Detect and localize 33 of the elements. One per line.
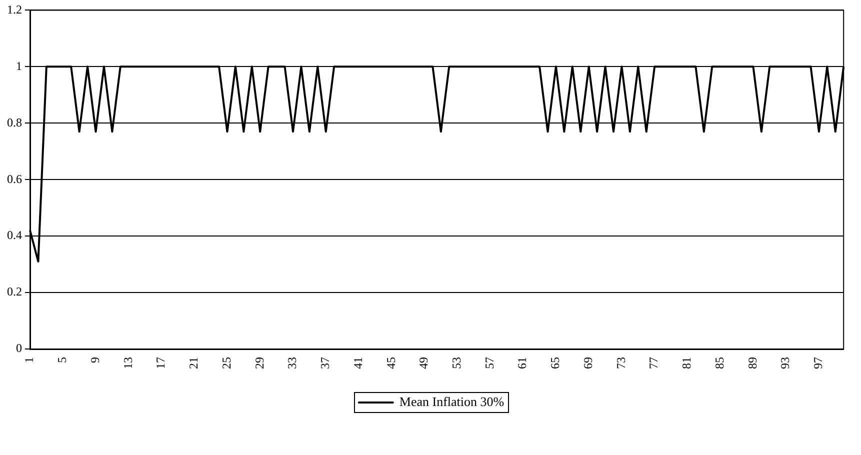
x-tick-label: 93 — [778, 357, 792, 369]
x-tick-label: 25 — [219, 357, 234, 369]
x-tick-label: 53 — [450, 357, 464, 369]
legend-label: Mean Inflation 30% — [399, 394, 504, 409]
x-tick-label: 9 — [88, 357, 102, 363]
x-tick-label: 29 — [252, 357, 266, 369]
x-tick-label: 65 — [548, 357, 562, 369]
y-tick-label: 1 — [16, 58, 22, 73]
x-tick-label: 13 — [120, 357, 135, 369]
x-tick-label: 45 — [384, 357, 398, 369]
x-tick-label: 41 — [350, 357, 365, 369]
x-tick-label: 77 — [646, 357, 661, 369]
y-tick-label: 0.8 — [7, 115, 22, 130]
x-tick-label: 89 — [745, 357, 760, 369]
x-tick-label: 69 — [580, 357, 595, 369]
x-tick-label: 37 — [318, 357, 332, 369]
x-tick-label: 17 — [154, 357, 168, 369]
x-tick-label: 73 — [614, 357, 628, 369]
x-tick-label: 97 — [811, 357, 826, 369]
x-tick-label: 81 — [680, 357, 694, 369]
y-tick-label: 0.6 — [7, 172, 22, 186]
y-tick-label: 0 — [16, 341, 22, 356]
x-tick-label: 85 — [712, 357, 726, 369]
x-tick-label: 21 — [186, 357, 201, 369]
x-tick-label: 57 — [482, 357, 496, 369]
x-tick-label: 1 — [22, 357, 36, 363]
x-tick-label: 61 — [515, 357, 530, 369]
y-tick-label: 0.4 — [7, 228, 22, 242]
x-tick-label: 5 — [55, 357, 70, 363]
y-tick-label: 0.2 — [7, 284, 22, 299]
x-tick-label: 49 — [416, 357, 431, 369]
y-tick-label: 1.2 — [7, 2, 22, 16]
x-tick-label: 33 — [285, 357, 300, 369]
